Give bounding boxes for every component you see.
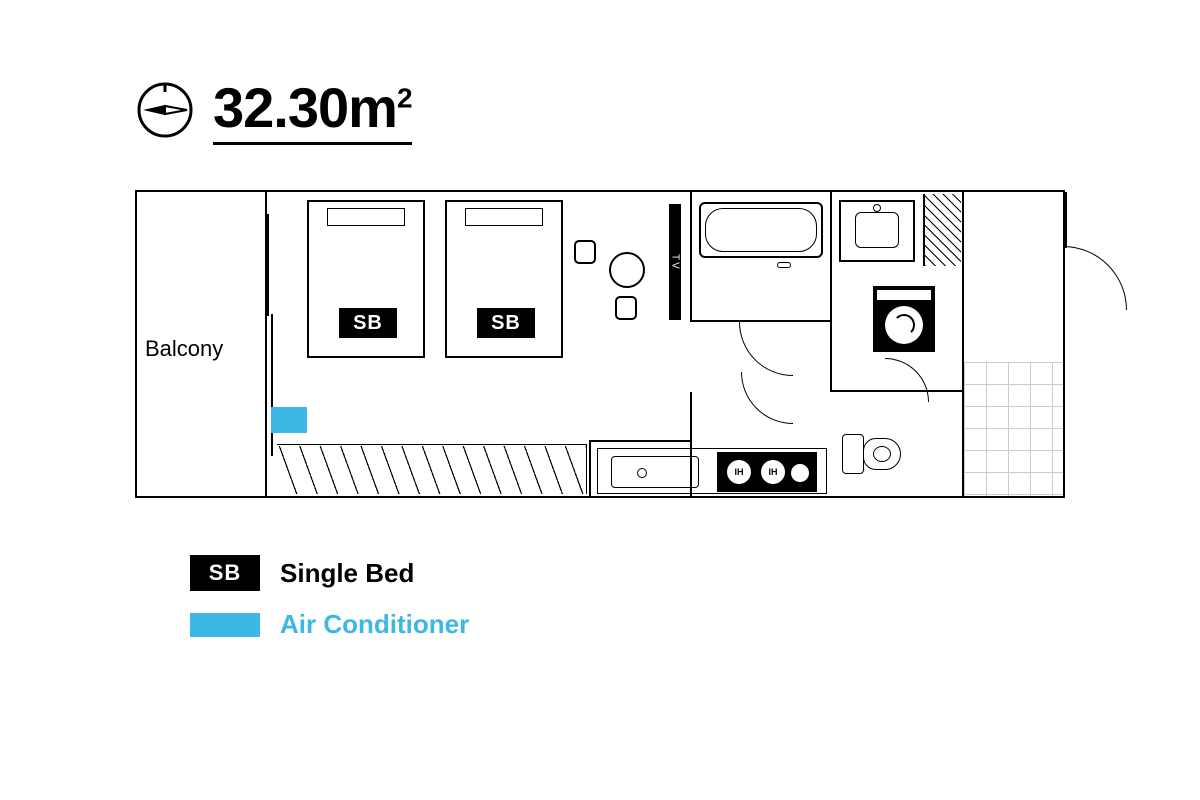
bathtub-tap-icon — [777, 262, 791, 268]
kitchen-sink-icon — [611, 456, 699, 488]
wall — [589, 440, 692, 442]
chair-icon — [574, 240, 596, 264]
pillow-icon — [465, 208, 543, 226]
air-conditioner — [271, 407, 307, 433]
burner-icon: IH — [761, 460, 785, 484]
legend-label: Single Bed — [280, 558, 414, 589]
burner-icon — [791, 464, 809, 482]
tv-icon: TV — [669, 204, 681, 320]
bed-badge: SB — [339, 308, 397, 338]
door-arc-icon — [885, 358, 929, 402]
legend-row: SB Single Bed — [190, 555, 469, 591]
washer-swirl-icon — [893, 314, 915, 336]
bathtub-inner — [705, 208, 817, 252]
bed-badge: SB — [477, 308, 535, 338]
wall — [589, 440, 591, 496]
toilet-seat-icon — [873, 446, 891, 462]
washer-panel — [877, 290, 931, 300]
area-value: 32.30 — [213, 76, 348, 139]
closet-hatched — [923, 194, 961, 266]
wall — [690, 192, 692, 322]
entry-tile-floor — [964, 362, 1063, 496]
vanity-bowl-icon — [855, 212, 899, 248]
toilet-tank-icon — [842, 434, 864, 474]
wall — [1063, 192, 1067, 248]
wall — [830, 192, 832, 392]
balcony-label: Balcony — [145, 336, 223, 362]
pillow-icon — [327, 208, 405, 226]
chair-icon — [615, 296, 637, 320]
vanity-tap-icon — [873, 204, 881, 212]
header: 32.30m2 — [135, 75, 412, 145]
legend: SB Single Bed Air Conditioner — [190, 555, 469, 658]
floorplan: Balcony SB SB TV — [135, 190, 1065, 498]
round-table-icon — [609, 252, 645, 288]
closet-hatch-icon — [277, 446, 587, 494]
compass-icon — [135, 80, 195, 140]
area-label: 32.30m2 — [213, 75, 412, 145]
door-arc-icon — [741, 372, 793, 424]
legend-label: Air Conditioner — [280, 609, 469, 640]
kitchen-drain-icon — [637, 468, 647, 478]
area-unit: m — [348, 76, 397, 139]
entry-door-arc-icon — [1063, 246, 1127, 310]
single-bed: SB — [307, 200, 425, 358]
tv-label: TV — [670, 254, 681, 271]
legend-badge: SB — [190, 555, 260, 591]
legend-row: Air Conditioner — [190, 609, 469, 640]
legend-swatch — [190, 613, 260, 637]
area-sup: 2 — [397, 82, 412, 113]
single-bed: SB — [445, 200, 563, 358]
door-arc-icon — [739, 322, 793, 376]
burner-icon: IH — [727, 460, 751, 484]
